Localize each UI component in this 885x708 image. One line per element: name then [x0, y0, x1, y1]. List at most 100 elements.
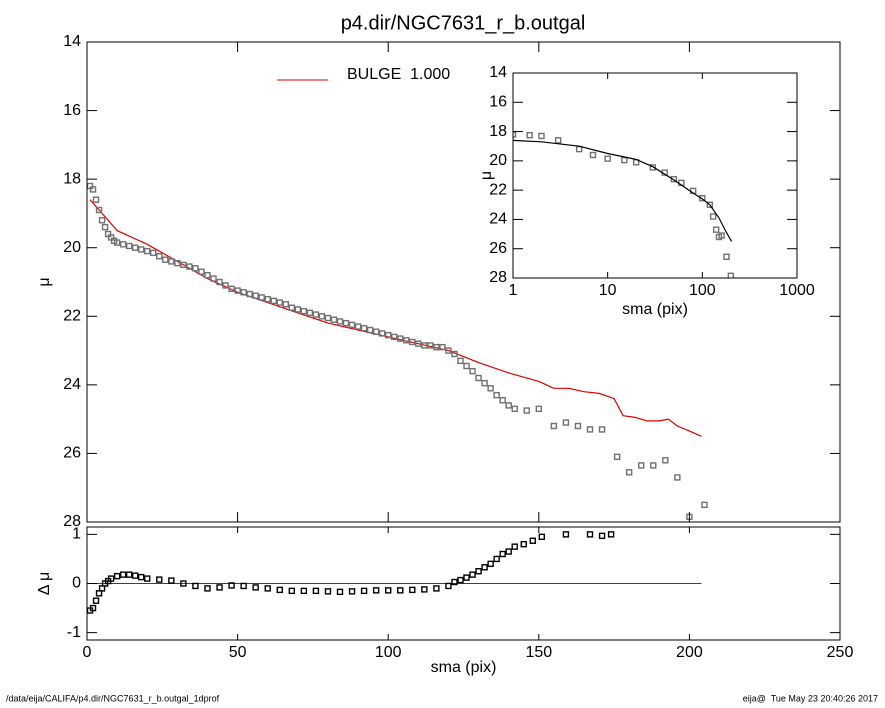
- data-point: [204, 271, 211, 279]
- data-point: [457, 576, 464, 584]
- y-tick-label: 16: [63, 102, 81, 119]
- data-point: [131, 244, 139, 251]
- data-point: [107, 575, 115, 582]
- y-tick-label: 20: [63, 239, 81, 256]
- data-point: [469, 571, 476, 578]
- plot-frame: [86, 41, 841, 523]
- data-point: [125, 242, 133, 250]
- data-point: [192, 265, 199, 272]
- data-point: [493, 391, 500, 399]
- data-point: [318, 313, 326, 320]
- x-tick-label: 150: [525, 644, 552, 661]
- data-point: [92, 597, 100, 604]
- data-point: [535, 405, 542, 413]
- plot-area: [87, 182, 708, 521]
- data-point: [493, 555, 500, 563]
- data-point: [613, 453, 621, 461]
- y-tick-label: 22: [489, 181, 507, 198]
- data-point: [138, 246, 145, 253]
- data-point: [89, 186, 97, 193]
- data-point: [562, 419, 570, 426]
- data-point: [391, 333, 398, 341]
- data-point: [598, 532, 606, 540]
- data-point: [180, 261, 187, 269]
- data-point: [168, 577, 175, 584]
- data-point: [92, 196, 100, 203]
- data-point: [403, 337, 410, 344]
- data-point: [216, 584, 223, 591]
- data-point: [174, 259, 181, 267]
- data-point: [294, 306, 302, 313]
- x-tick-label: 200: [676, 644, 703, 661]
- data-point: [451, 578, 458, 586]
- data-point: [216, 278, 223, 286]
- data-point: [156, 253, 163, 260]
- y-tick-label: 16: [489, 94, 507, 111]
- data-point: [650, 462, 657, 469]
- x-tick-label: 100: [689, 282, 716, 299]
- data-point: [119, 241, 127, 248]
- y-tick-label: 18: [63, 170, 81, 187]
- data-point: [288, 304, 296, 311]
- data-point: [324, 588, 332, 595]
- data-point: [312, 587, 320, 595]
- data-point: [228, 285, 235, 293]
- data-point: [113, 572, 121, 580]
- data-point: [718, 232, 725, 239]
- footer-right: eija@ Tue May 23 20:40:26 2017: [743, 693, 878, 703]
- y-tick-label: 28: [489, 269, 507, 286]
- y-tick-label: 22: [63, 308, 81, 325]
- y-axis-label: μ: [36, 277, 53, 286]
- x-axis-label: sma (pix): [431, 659, 497, 676]
- data-point: [397, 587, 404, 594]
- y-tick-label: 26: [489, 240, 507, 257]
- data-point: [433, 585, 440, 592]
- data-point: [119, 571, 127, 578]
- data-point: [156, 576, 163, 583]
- y-tick-label: 14: [489, 64, 507, 81]
- data-point: [433, 343, 440, 351]
- data-point: [234, 287, 241, 294]
- data-point: [95, 206, 103, 214]
- data-point: [415, 340, 422, 347]
- data-point: [712, 226, 720, 233]
- data-point: [481, 564, 488, 571]
- data-point: [727, 272, 735, 278]
- data-point: [372, 328, 380, 335]
- data-point: [282, 301, 289, 308]
- data-point: [360, 325, 368, 332]
- data-point: [706, 201, 714, 208]
- data-point: [162, 256, 169, 263]
- data-point: [192, 582, 199, 590]
- data-point: [354, 323, 362, 330]
- x-tick-label: 1: [509, 282, 518, 299]
- data-point: [520, 540, 527, 548]
- data-point: [330, 316, 338, 323]
- x-tick-label: 10: [599, 282, 617, 299]
- data-point: [475, 374, 482, 382]
- data-point: [372, 587, 380, 594]
- data-point: [409, 338, 416, 346]
- x-tick-label: 250: [827, 644, 854, 661]
- data-point: [288, 587, 296, 595]
- data-point: [252, 292, 259, 299]
- y-axis-label: Δ μ: [36, 572, 53, 595]
- data-point: [306, 309, 314, 317]
- x-tick-label: 0: [83, 644, 92, 661]
- data-point: [427, 342, 434, 349]
- data-point: [586, 531, 594, 538]
- data-point: [276, 299, 283, 306]
- data-point: [529, 537, 536, 544]
- data-point: [385, 331, 392, 339]
- data-point: [550, 422, 558, 430]
- data-point: [385, 587, 392, 594]
- data-point: [662, 457, 669, 464]
- plot-frame: [86, 526, 841, 641]
- data-point: [421, 586, 428, 593]
- data-point: [210, 275, 217, 282]
- data-point: [180, 580, 187, 587]
- data-point: [574, 422, 582, 430]
- data-point: [409, 586, 416, 594]
- y-tick-label: 24: [489, 211, 507, 228]
- data-point: [625, 469, 633, 476]
